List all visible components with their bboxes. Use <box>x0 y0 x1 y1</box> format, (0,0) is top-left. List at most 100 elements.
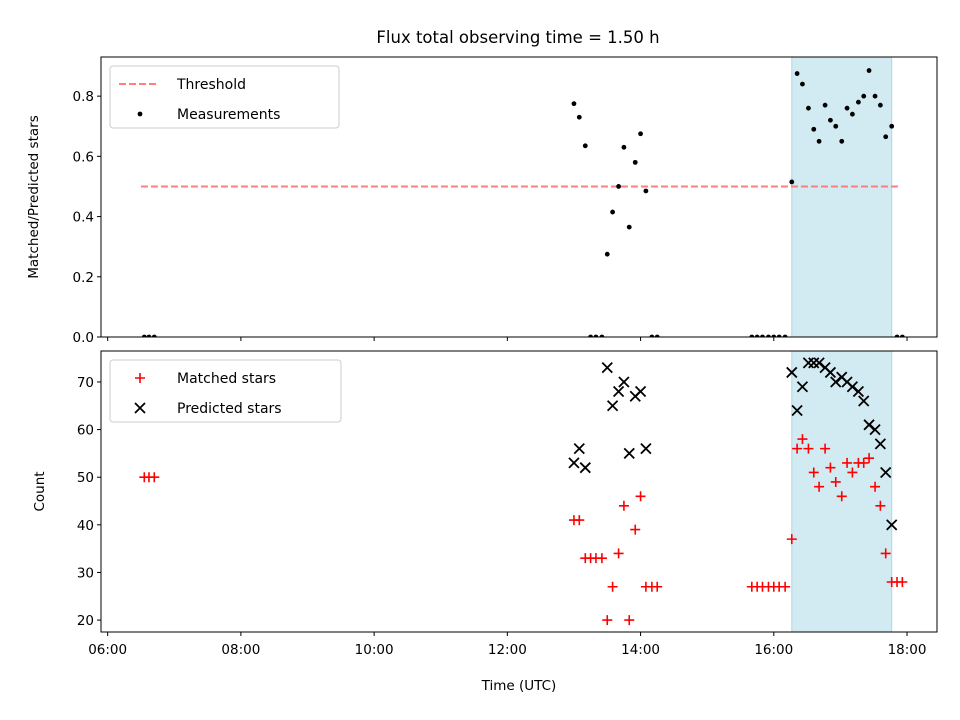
data-point <box>800 81 805 87</box>
data-point <box>850 111 855 117</box>
data-point <box>820 443 831 454</box>
data-point <box>782 334 788 337</box>
y-tick-label: 0.6 <box>73 149 94 165</box>
data-point <box>146 334 152 337</box>
data-point <box>796 381 809 393</box>
legend-box <box>109 65 340 129</box>
legend-swatch <box>134 402 146 414</box>
data-point <box>760 334 765 337</box>
data-point <box>883 134 889 140</box>
data-point <box>844 105 850 111</box>
data-point <box>599 334 605 337</box>
series-predicted-stars <box>568 357 898 531</box>
legend-label: Matched stars <box>177 371 276 387</box>
legend: Threshold Measurements <box>109 65 340 129</box>
y-tick-label: 70 <box>77 375 94 391</box>
data-point <box>640 442 652 455</box>
data-point <box>606 400 619 412</box>
data-point <box>607 581 618 592</box>
y-tick-label: 30 <box>77 565 94 581</box>
data-point <box>588 334 594 337</box>
data-point <box>869 423 881 436</box>
data-point <box>776 334 782 337</box>
series-matched-stars <box>139 434 908 626</box>
data-point <box>574 515 585 526</box>
data-point <box>839 138 845 144</box>
legend-label: Predicted stars <box>177 401 282 417</box>
data-point <box>612 385 625 398</box>
data-point <box>806 105 811 111</box>
x-tick-label: 18:00 <box>888 642 927 658</box>
data-point <box>141 334 147 337</box>
y-tick-label: 50 <box>77 470 94 486</box>
data-point <box>604 251 610 257</box>
y-axis-label: Matched/Predicted stars <box>26 115 42 278</box>
data-point <box>618 376 630 388</box>
data-point <box>754 334 760 337</box>
data-point <box>634 385 647 398</box>
data-point <box>877 102 883 108</box>
data-point <box>886 519 898 531</box>
data-point <box>808 357 820 369</box>
data-point <box>616 184 621 189</box>
y-tick-label: 20 <box>77 613 94 629</box>
data-point <box>149 472 160 483</box>
data-point <box>151 334 157 337</box>
data-point <box>864 453 875 464</box>
x-tick-label: 06:00 <box>88 642 127 658</box>
plot-area <box>139 357 908 626</box>
data-point <box>830 476 841 487</box>
legend-box <box>109 359 342 423</box>
data-point <box>889 123 895 129</box>
data-point <box>786 366 798 379</box>
data-point <box>814 481 825 492</box>
data-point <box>880 548 891 559</box>
data-point <box>613 548 624 559</box>
y-tick-label: 0.4 <box>73 210 94 226</box>
x-tick-label: 16:00 <box>754 642 793 658</box>
data-point <box>828 117 833 123</box>
data-point <box>630 524 641 535</box>
data-point <box>786 534 797 545</box>
data-point <box>643 188 649 194</box>
y-tick-label: 0.8 <box>73 89 94 105</box>
data-point <box>897 576 908 587</box>
axes-frame <box>100 56 938 338</box>
y-axis-label: Count <box>32 471 48 511</box>
data-point <box>858 395 870 407</box>
data-point <box>766 334 771 337</box>
axes-frame <box>100 350 938 633</box>
data-point <box>576 114 582 120</box>
data-point <box>802 357 815 369</box>
legend-label: Threshold <box>176 77 246 93</box>
data-point <box>780 581 791 592</box>
y-tick-label: 60 <box>77 423 94 439</box>
data-point <box>573 442 585 455</box>
legend-swatch <box>135 373 145 383</box>
data-point <box>880 466 892 479</box>
data-point <box>618 500 629 511</box>
data-point <box>568 457 580 469</box>
data-point <box>638 131 643 137</box>
legend-label: Measurements <box>177 107 280 123</box>
data-point <box>872 93 878 99</box>
data-point <box>808 467 819 478</box>
data-point <box>582 143 588 149</box>
bottom-panel-counts: 20 30 40 50 60 70 06:00 08:00 10:00 12:00 14:00 16:… <box>32 350 938 694</box>
x-tick-label: 08:00 <box>221 642 260 658</box>
data-point <box>866 68 872 73</box>
y-tick-label: 40 <box>77 518 94 534</box>
data-point <box>842 457 853 468</box>
data-point <box>596 553 607 564</box>
data-point <box>836 491 847 502</box>
x-axis-label: Time (UTC) <box>481 678 557 694</box>
highlight-span <box>791 56 893 338</box>
data-point <box>870 481 881 492</box>
data-point <box>797 434 808 445</box>
data-point <box>624 615 635 626</box>
data-point <box>833 123 839 129</box>
data-point <box>858 457 869 468</box>
data-point <box>811 126 817 132</box>
top-panel-ratio: 0.0 0.2 0.4 0.6 0.8 Matched/Predicted stars Th… <box>26 56 938 346</box>
